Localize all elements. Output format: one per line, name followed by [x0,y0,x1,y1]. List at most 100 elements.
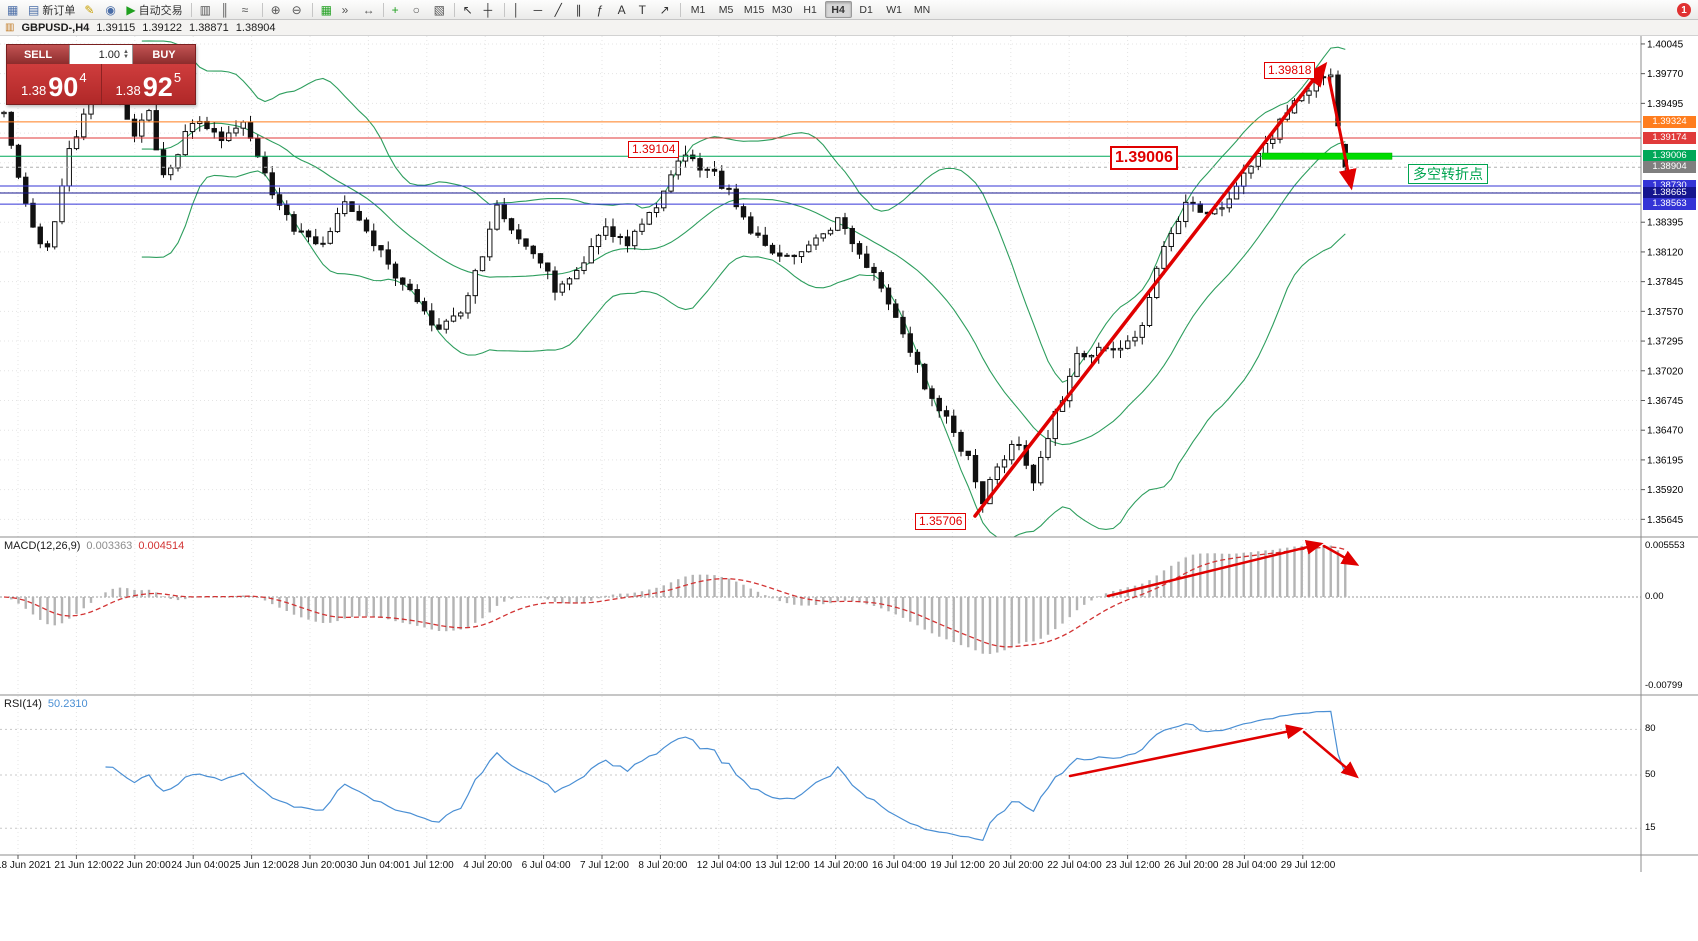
time-axis-label: 12 Jul 04:00 [697,860,752,871]
candle [284,204,290,216]
trendline-icon: ╱ [554,2,562,17]
candle [414,289,420,303]
candlestick-chart-button[interactable]: ║ [217,1,237,19]
candle [1277,118,1283,140]
accounts-button[interactable]: ◉ [101,1,121,19]
trend-arrow-rsi[interactable] [1068,724,1304,778]
candle [885,287,892,305]
candle [305,230,312,238]
candle [675,160,681,176]
price-label-135706[interactable]: 1.35706 [915,513,967,530]
metaeditor-button[interactable]: ✎ [80,1,100,19]
buy-price-point: 5 [173,70,182,85]
cursor-button[interactable]: ↖ [459,1,479,19]
candle [929,388,935,399]
indicators-button[interactable]: + [388,1,408,19]
autotrading-button[interactable]: ▶ 自动交易 [122,1,186,19]
timeframe-m15-button[interactable]: M15 [743,3,765,16]
zoom-out-button[interactable]: ⊖ [288,1,308,19]
timeframe-m30-button[interactable]: M30 [771,3,793,16]
rsi-value: 50.2310 [47,698,88,710]
sell-price[interactable]: 1.38 90 4 [7,64,101,104]
price-label-139104[interactable]: 1.39104 [628,141,680,158]
spinner-up-icon[interactable]: ▲ [123,48,129,55]
time-axis-label: 7 Jul 12:00 [580,860,629,871]
tile-windows-button[interactable]: ▦ [317,1,337,19]
periods-button[interactable]: ○ [409,1,429,19]
time-axis-label: 29 Jul 12:00 [1281,860,1336,871]
candle [385,249,391,265]
candle [262,156,268,174]
timeframe-h4-button[interactable]: H4 [824,1,852,18]
candle [233,127,239,134]
horizontal-line-button[interactable]: ─ [530,1,550,19]
timeframe-m1-button[interactable]: M1 [690,3,706,16]
price-badge-1.39006: 1.39006 [1643,150,1696,163]
candle [639,223,645,232]
time-axis-label: 24 Jun 04:00 [171,860,229,871]
notification-badge[interactable]: 1 [1677,3,1691,17]
volume-input[interactable]: 1.00 ▲ ▼ [69,45,133,64]
candlestick-chart-icon: ║ [220,2,230,17]
timeframe-w1-button[interactable]: W1 [886,3,902,16]
buy-price[interactable]: 1.38 92 5 [100,64,196,104]
line-chart-button[interactable]: ≈ [238,1,258,19]
horizontal-line-icon: ─ [533,2,543,17]
candle [653,207,660,213]
trend-arrow-rsi[interactable] [1302,730,1359,779]
label-button[interactable]: T [635,1,655,19]
trend-arrow-main[interactable] [1327,76,1357,191]
candle [356,210,362,221]
new-chart-button[interactable]: ▦ [3,1,23,19]
arrows-button[interactable]: ↗ [656,1,676,19]
text-button[interactable]: A [614,1,634,19]
timeframe-mn-button[interactable]: MN [913,3,931,16]
metaeditor-icon: ✎ [84,2,95,17]
candle [378,245,384,251]
fibonacci-button[interactable]: ƒ [593,1,613,19]
timeframe-h1-button[interactable]: H1 [803,3,817,16]
candle [791,254,797,258]
price-tick-label: 1.36745 [1647,396,1684,407]
sell-button[interactable]: SELL [7,45,69,64]
text-icon: A [617,2,626,17]
candle [508,218,515,231]
new-order-button[interactable]: ▤ 新订单 [24,1,79,19]
candle [878,272,884,289]
one-click-trading-panel: SELL 1.00 ▲ ▼ BUY 1.38 90 4 1.38 92 5 [6,44,196,105]
new-chart-icon: ▦ [7,2,19,17]
buy-button[interactable]: BUY [133,45,195,64]
chart-shift-button[interactable]: ↔ [359,1,379,19]
auto-scroll-button[interactable]: » [338,1,358,19]
timeframe-d1-button[interactable]: D1 [859,3,873,16]
candle [798,251,805,258]
price-label-139818[interactable]: 1.39818 [1264,62,1316,79]
candle [291,214,297,232]
turning-point-highlight[interactable] [1261,152,1393,160]
candle [755,232,761,236]
candle [218,131,225,142]
candle [443,320,449,330]
candle [1081,353,1087,358]
candle [748,216,754,234]
templates-button[interactable]: ▧ [430,1,450,19]
spinner-down-icon[interactable]: ▼ [123,53,129,60]
trend-arrow-macd[interactable] [1322,544,1360,566]
candle [646,211,652,225]
trend-arrow-macd[interactable] [1106,539,1324,598]
channel-button[interactable]: ∥ [572,1,592,19]
bar-chart-button[interactable]: ▥ [196,1,216,19]
volume-spinner[interactable]: ▲ ▼ [123,48,129,60]
trend-arrow-main[interactable] [973,61,1328,518]
price-label-139006[interactable]: 1.39006 [1110,146,1178,170]
crosshair-button[interactable]: ┼ [480,1,500,19]
trendline-button[interactable]: ╱ [551,1,571,19]
candle [327,231,333,244]
timeframe-m5-button[interactable]: M5 [718,3,734,16]
vertical-line-button[interactable]: │ [509,1,529,19]
zoom-in-button[interactable]: ⊕ [267,1,287,19]
turning-point-label[interactable]: 多空转折点 [1408,164,1488,184]
candle [168,167,174,176]
candle [566,278,573,285]
price-tick-label: 1.36470 [1647,426,1684,437]
